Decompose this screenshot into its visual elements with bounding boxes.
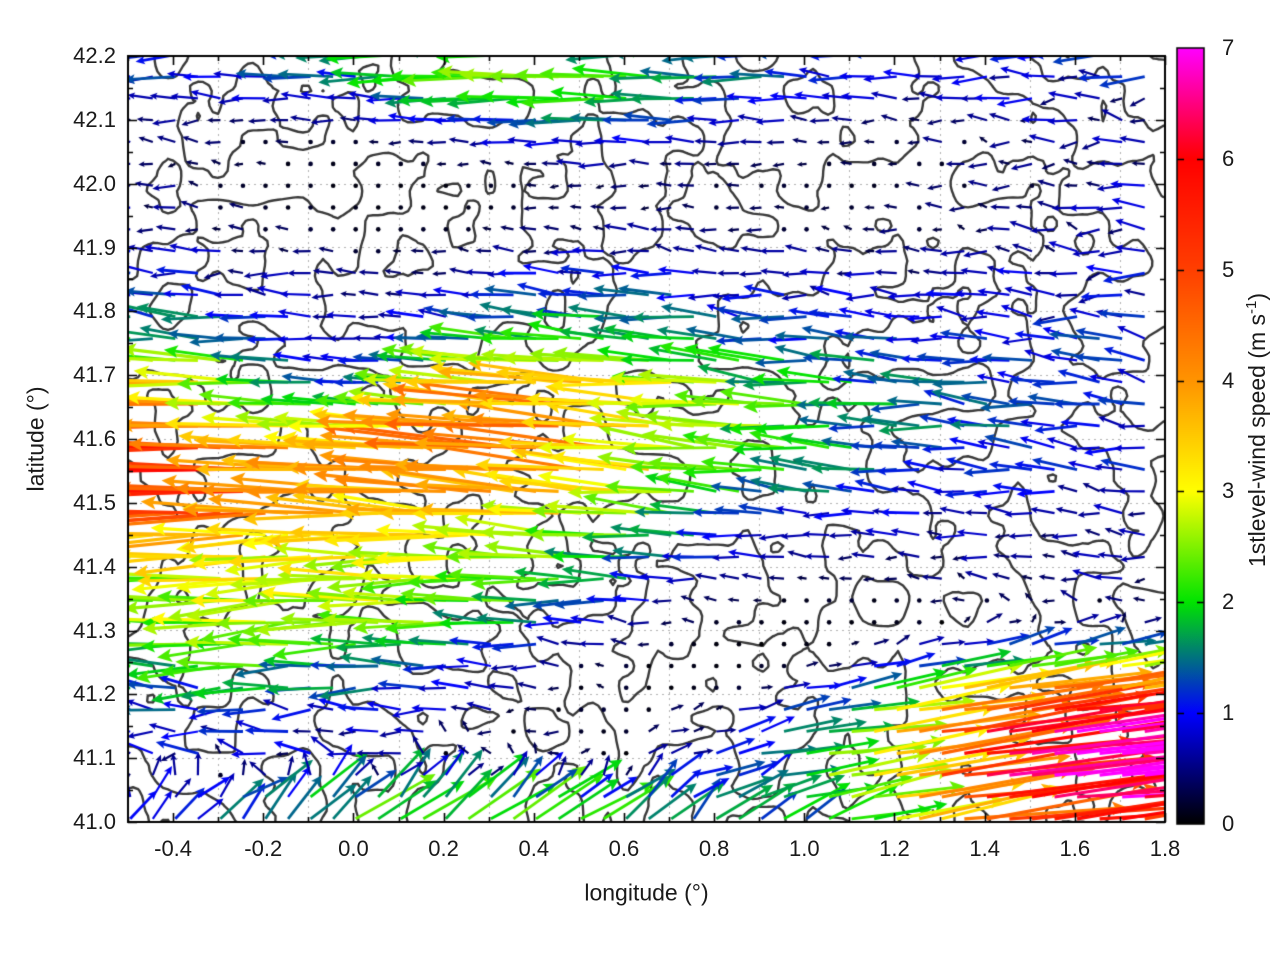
- y-tick-label: 41.7: [73, 362, 116, 388]
- y-tick-label: 42.2: [73, 43, 116, 68]
- colorbar-label-close: ): [1243, 292, 1270, 301]
- colorbar-tick-label: 6: [1222, 145, 1235, 171]
- x-tick-label: -0.4: [154, 836, 193, 861]
- colorbar-label-text: 1stlevel-wind speed (m s: [1243, 313, 1270, 568]
- colorbar-label: 1stlevel-wind speed (m s-1): [1243, 293, 1271, 567]
- y-tick-label: 41.6: [73, 426, 116, 451]
- x-tick-label: 0.2: [428, 836, 459, 861]
- colorbar-tick-label: 0: [1222, 811, 1235, 836]
- x-tick-label: 1.4: [969, 836, 1000, 861]
- colorbar-tick-label: 4: [1222, 367, 1235, 393]
- colorbar-tick-label: 3: [1222, 478, 1235, 504]
- y-tick-label: 41.0: [73, 809, 116, 834]
- y-tick-label: 41.3: [73, 617, 116, 643]
- x-tick-label: 0.6: [608, 836, 640, 861]
- x-tick-label: 1.0: [789, 836, 820, 861]
- y-tick-label: 41.1: [73, 745, 116, 771]
- x-tick-label: 0.4: [518, 836, 550, 861]
- y-tick-label: 41.8: [73, 298, 116, 324]
- colorbar-tick-label: 1: [1222, 700, 1235, 726]
- x-tick-label: 1.8: [1149, 836, 1181, 861]
- x-tick-label: 0.8: [698, 836, 730, 861]
- y-tick-label: 42.1: [73, 106, 116, 132]
- x-tick-label: 1.6: [1059, 836, 1091, 861]
- y-axis-label: latitude (°): [22, 386, 49, 492]
- colorbar-tick-label: 7: [1222, 35, 1235, 60]
- y-tick-label: 41.5: [73, 489, 116, 515]
- x-axis-label: longitude (°): [584, 879, 709, 906]
- colorbar-label-superscript: -1: [1243, 300, 1261, 314]
- x-tick-label: 0.0: [338, 836, 369, 861]
- x-tick-label: -0.2: [244, 836, 283, 861]
- x-tick-label: 1.2: [879, 836, 910, 861]
- y-tick-label: 41.2: [73, 681, 116, 707]
- y-tick-label: 42.0: [73, 170, 116, 196]
- colorbar-tick-label: 5: [1222, 256, 1235, 282]
- colorbar-tick-label: 2: [1222, 589, 1235, 615]
- y-tick-label: 41.9: [73, 234, 116, 260]
- y-tick-label: 41.4: [73, 553, 116, 579]
